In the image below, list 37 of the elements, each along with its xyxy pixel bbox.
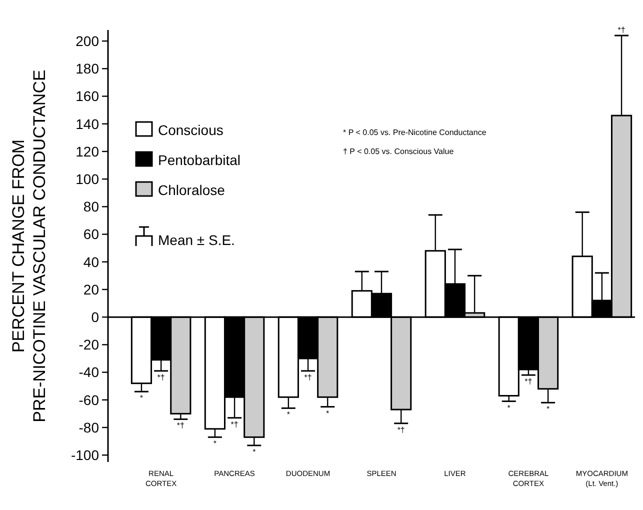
- data-label: *: [140, 394, 144, 403]
- y-tick-label: 0: [91, 308, 100, 325]
- y-tick-label: -100: [70, 447, 100, 463]
- data-label: *†: [524, 377, 532, 386]
- y-tick-label: 60: [83, 226, 100, 242]
- y-tick-label: -40: [78, 364, 100, 380]
- data-label: *†: [304, 372, 312, 382]
- data-label: *†: [176, 421, 184, 430]
- y-tick-label: 80: [83, 198, 100, 215]
- y-tick-label: 180: [76, 60, 100, 77]
- y-tick-label: -60: [78, 392, 100, 408]
- y-tick-label: 20: [83, 281, 100, 298]
- y-tick-label: 200: [76, 32, 100, 49]
- y-tick-label: 140: [76, 116, 100, 132]
- data-label: *: [286, 410, 290, 420]
- data-label: *: [252, 447, 256, 456]
- y-tick-label: -80: [78, 419, 100, 436]
- legend-label: Chloralose: [158, 182, 226, 198]
- data-label: *: [546, 404, 550, 414]
- data-label: *†: [157, 372, 165, 382]
- data-label: *: [507, 403, 510, 412]
- data-label: *†: [230, 420, 238, 429]
- annotation: *†: [618, 26, 626, 35]
- legend-label: Pentobarbital: [158, 152, 241, 168]
- y-tick-label: 160: [76, 88, 100, 104]
- annotation: * P < 0.05 vs. Pre-Nicotine Conductance: [343, 128, 487, 137]
- legend-label: Conscious: [158, 122, 224, 138]
- data-label: *†: [397, 425, 405, 434]
- y-tick-label: 120: [76, 143, 100, 160]
- annotation: Mean ± S.E.: [158, 232, 235, 248]
- annotation: † P < 0.05 vs. Conscious Value: [343, 147, 454, 156]
- y-tick-label: 40: [83, 254, 100, 270]
- y-tick-label: -20: [78, 336, 100, 353]
- y-axis-title: PERCENT CHANGE FROM PRE-NICOTINE VASCULAR CONDUCTANCE: [9, 70, 49, 422]
- data-label: *: [213, 439, 217, 448]
- y-tick-label: 100: [76, 170, 100, 187]
- data-label: *: [326, 408, 330, 418]
